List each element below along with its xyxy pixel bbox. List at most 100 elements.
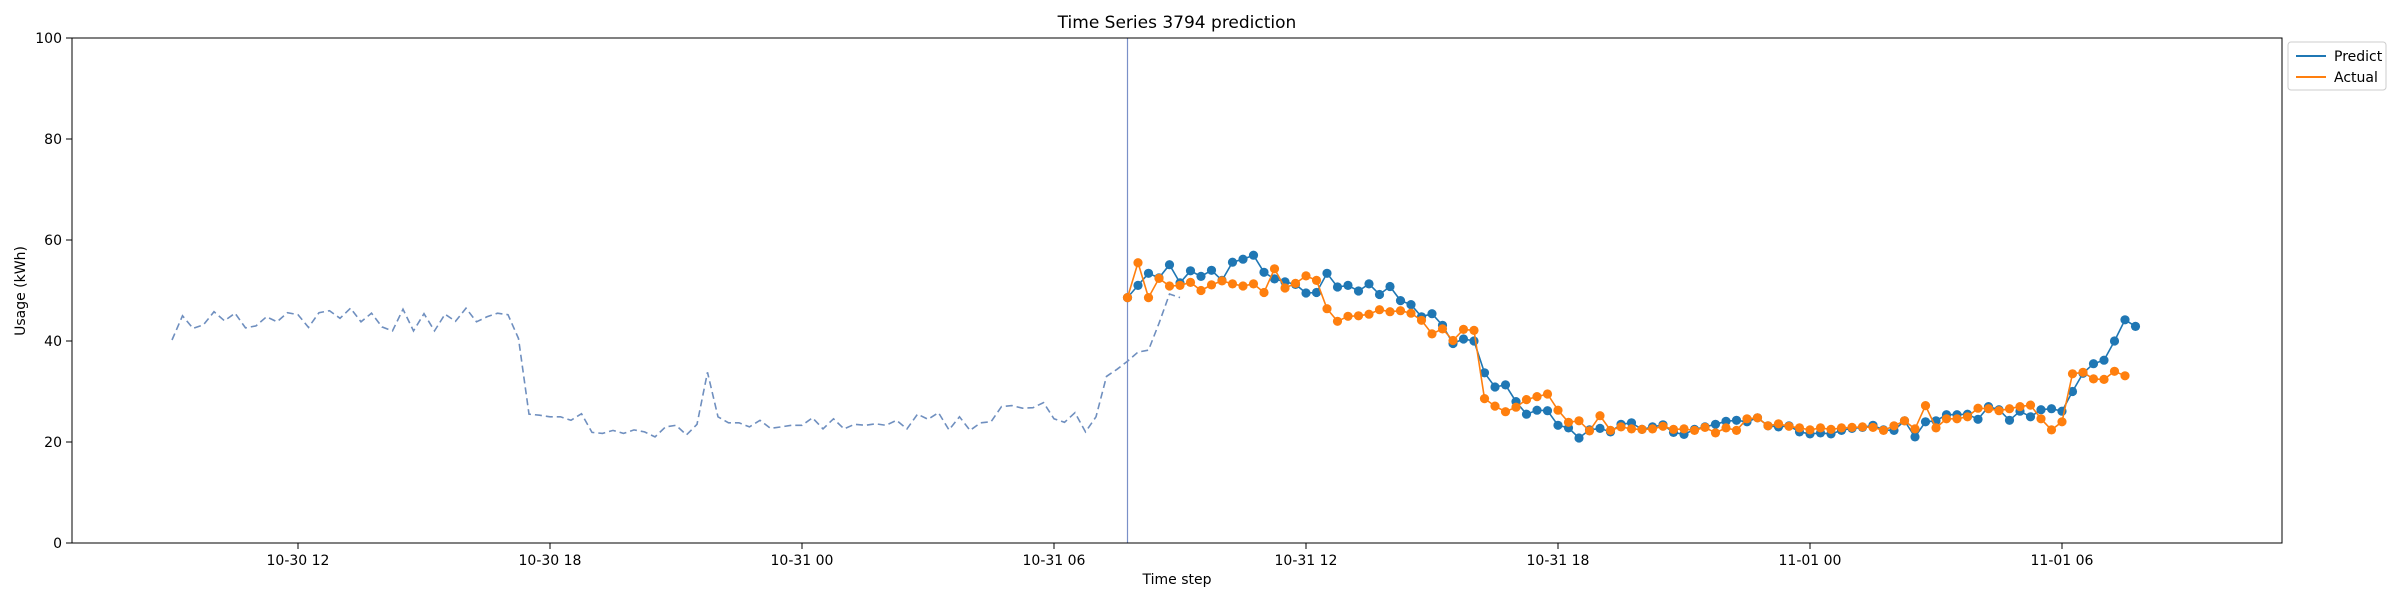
x-tick-label: 10-31 12 [1275, 553, 1338, 569]
actual-point [1931, 423, 1941, 433]
actual-point [1847, 422, 1857, 432]
predict-point [2025, 412, 2036, 422]
predict-point [1521, 409, 1532, 419]
history-line [171, 292, 1181, 438]
predict-point [1322, 268, 1332, 278]
actual-point [1836, 423, 1847, 433]
actual-point [1868, 422, 1878, 432]
actual-point [2015, 402, 2025, 412]
actual-point [1742, 414, 1752, 424]
y-axis-label: Usage (kWh) [13, 246, 29, 336]
actual-point [1553, 405, 1563, 415]
actual-point [1122, 293, 1133, 303]
legend: Predict Actual [2287, 41, 2387, 91]
x-tick-label: 10-30 12 [267, 553, 330, 569]
predict-point [1532, 405, 1542, 415]
actual-point [1154, 273, 1164, 283]
actual-point [1721, 423, 1731, 433]
actual-point [1563, 417, 1574, 427]
predict-point [1143, 268, 1154, 278]
actual-point [2067, 369, 2078, 379]
actual-point [1889, 421, 1899, 431]
actual-point [1616, 422, 1626, 432]
actual-point [1164, 281, 1175, 291]
actual-point [1353, 311, 1364, 321]
actual-point [1857, 422, 1868, 432]
actual-point [1196, 285, 1206, 296]
y-tick-label: 100 [35, 31, 62, 47]
actual-point [1595, 411, 1605, 421]
predict-point [2067, 386, 2078, 397]
actual-point [1910, 424, 1920, 434]
actual-point [1280, 283, 1290, 293]
actual-point [1605, 425, 1616, 435]
predict-point [1164, 260, 1175, 270]
actual-point [1458, 324, 1469, 334]
x-tick-label: 11-01 06 [2031, 553, 2094, 569]
plot-area [171, 38, 2141, 543]
actual-point [1500, 407, 1511, 417]
actual-point [2088, 374, 2099, 384]
x-tick-label: 11-01 00 [1779, 553, 1842, 569]
actual-point [1826, 424, 1836, 434]
y-tick-label: 60 [44, 233, 62, 249]
predict-point [1500, 380, 1511, 390]
predict-point [1595, 423, 1605, 433]
predict-point [2099, 355, 2109, 365]
actual-point [1301, 271, 1311, 281]
actual-point [1490, 401, 1500, 411]
actual-point [1794, 423, 1805, 433]
actual-point [1511, 402, 1521, 412]
actual-point [1322, 304, 1332, 314]
actual-point [2057, 417, 2067, 427]
predict-point [1395, 296, 1406, 306]
actual-point [1637, 424, 1647, 434]
predict-point [1301, 288, 1311, 298]
actual-point [1731, 425, 1742, 435]
actual-point [1941, 414, 1952, 424]
predict-point [1206, 265, 1217, 275]
predict-point [1259, 267, 1269, 277]
predict-point [1364, 279, 1374, 289]
actual-point [1647, 424, 1658, 434]
actual-point [2078, 367, 2088, 377]
predict-point [1542, 406, 1553, 416]
predict-point [1406, 300, 1416, 310]
actual-point [1994, 406, 2004, 416]
actual-point [1175, 280, 1185, 290]
actual-point [1206, 280, 1217, 290]
actual-point [1290, 278, 1301, 288]
actual-point [1311, 275, 1322, 285]
actual-point [1773, 419, 1784, 429]
predict-point [1910, 432, 1920, 442]
actual-point [1815, 423, 1826, 433]
actual-point [1689, 425, 1700, 435]
actual-point [1437, 324, 1448, 334]
actual-point [1952, 414, 1962, 424]
predict-point [1269, 274, 1280, 284]
actual-point [1763, 421, 1773, 431]
actual-point [2036, 414, 2046, 424]
actual-point [1983, 404, 1994, 414]
actual-point [1899, 416, 1910, 426]
predict-point [1311, 287, 1322, 298]
actual-point [1710, 428, 1721, 438]
predict-point [1238, 254, 1248, 264]
actual-point [1784, 421, 1794, 431]
actual-point [1332, 316, 1343, 326]
actual-point [2120, 371, 2130, 381]
predict-point [1721, 416, 1731, 426]
x-tick-label: 10-31 06 [1023, 553, 1086, 569]
predict-point [1385, 281, 1395, 292]
legend-label-predict: Predict [2334, 49, 2383, 65]
actual-point [2004, 404, 2015, 414]
actual-point [1973, 403, 1983, 413]
predict-point [2109, 336, 2120, 346]
axes: 0 20 40 60 80 100 10-30 12 10-30 18 10-31 00 10-3… [35, 31, 2283, 569]
actual-point [1668, 424, 1679, 434]
predict-point [1920, 417, 1931, 427]
actual-point [1238, 281, 1248, 291]
actual-point [2046, 425, 2057, 435]
predict-point [1490, 382, 1500, 392]
